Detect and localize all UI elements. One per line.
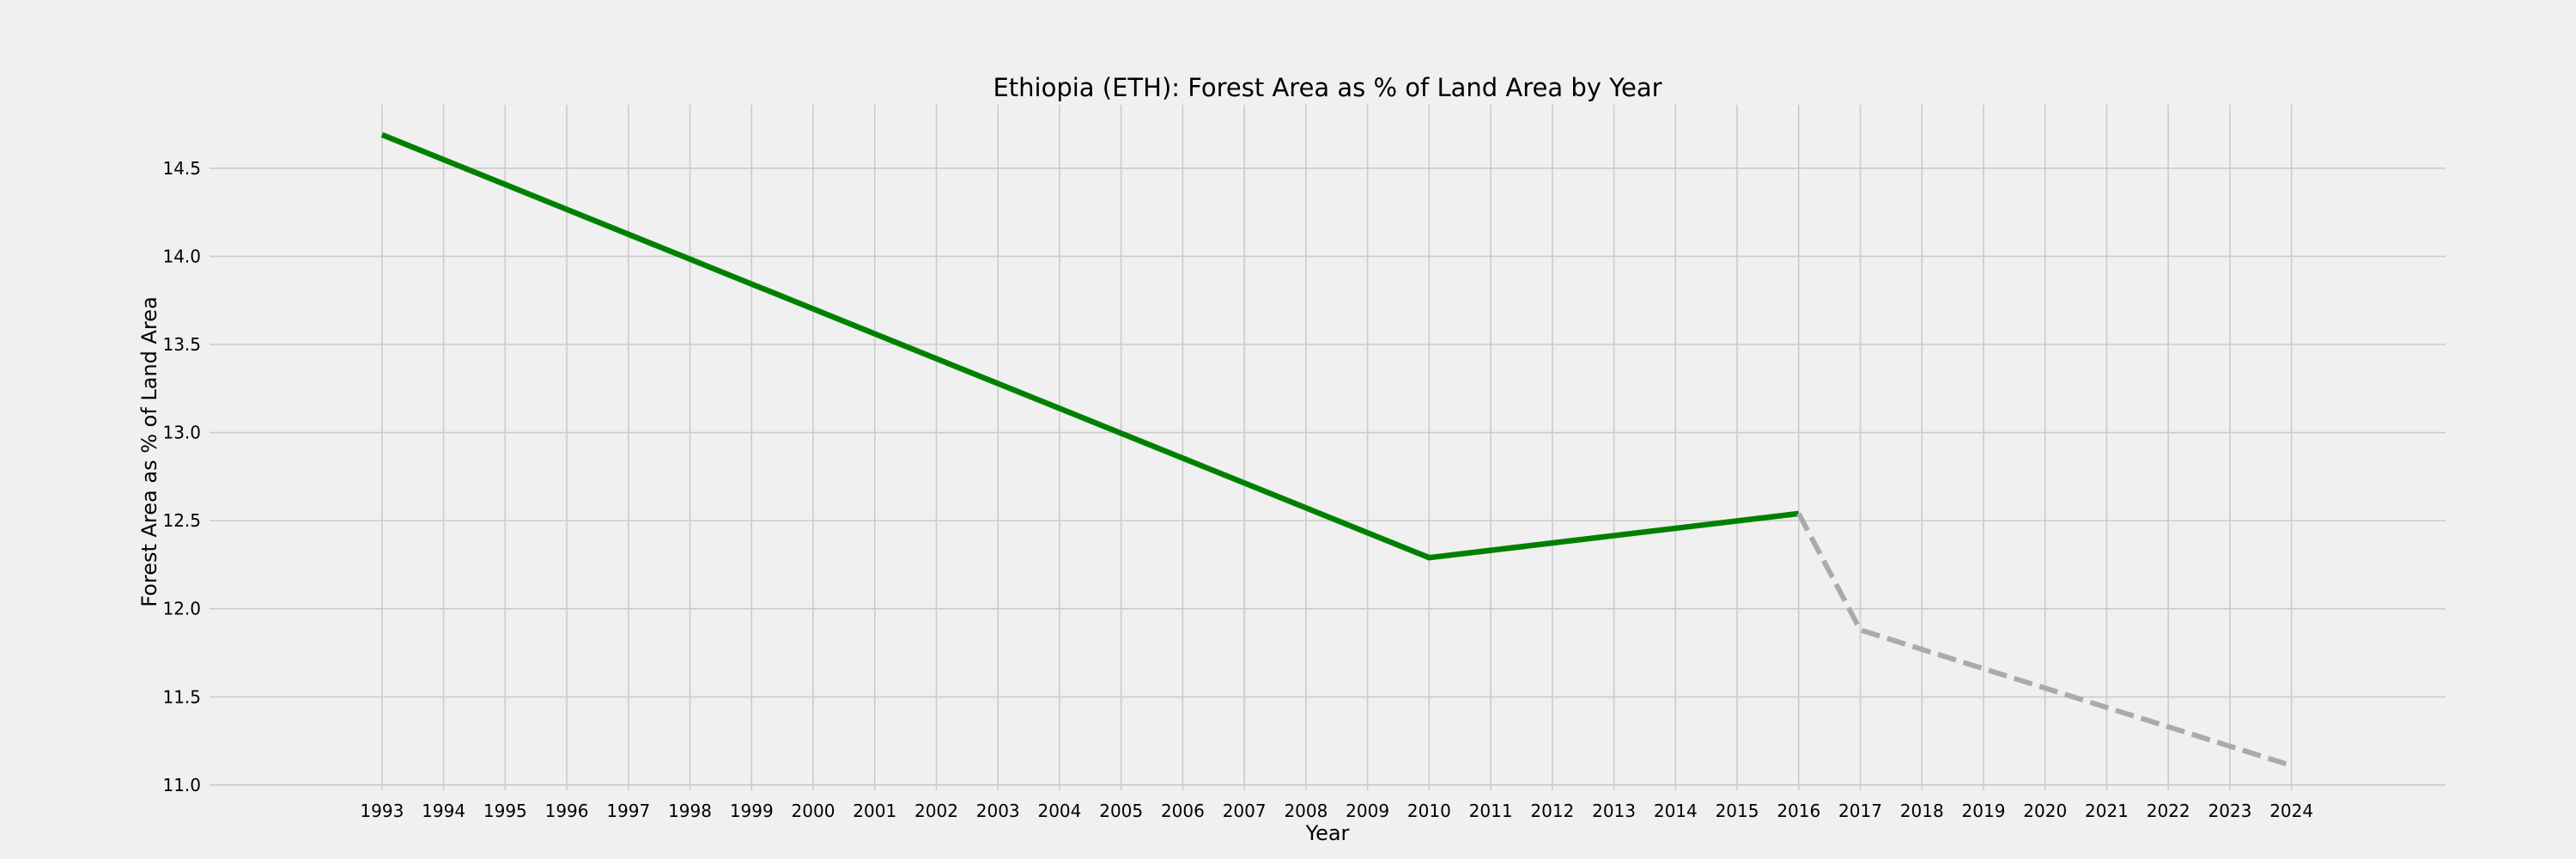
- x-tick-label: 2007: [1223, 801, 1267, 821]
- x-tick-label: 2016: [1777, 801, 1820, 821]
- y-tick-label: 13.5: [162, 334, 201, 355]
- y-tick-label: 12.0: [162, 599, 201, 619]
- x-tick-label: 2024: [2269, 801, 2313, 821]
- y-tick-label: 14.0: [162, 246, 201, 266]
- x-tick-label: 2004: [1037, 801, 1081, 821]
- x-tick-label: 2023: [2208, 801, 2251, 821]
- y-tick-label: 11.0: [162, 775, 201, 795]
- y-tick-label: 13.0: [162, 423, 201, 443]
- x-tick-label: 2000: [792, 801, 835, 821]
- x-tick-label: 2002: [914, 801, 958, 821]
- x-tick-label: 2001: [853, 801, 896, 821]
- historical-series-line: [380, 131, 1800, 561]
- x-axis-title: Year: [1305, 821, 1350, 845]
- x-tick-label: 2010: [1407, 801, 1451, 821]
- x-axis-ticks: 1993 1994 1995 1996 1997 1998 1999 2000 2001 2002…: [360, 801, 2313, 821]
- x-tick-label: 1996: [545, 801, 589, 821]
- x-tick-label: 2011: [1469, 801, 1513, 821]
- x-tick-label: 2008: [1284, 801, 1327, 821]
- x-tick-label: 2014: [1654, 801, 1698, 821]
- x-tick-label: 1995: [483, 801, 527, 821]
- x-tick-label: 2020: [2023, 801, 2067, 821]
- grid: [210, 105, 2445, 790]
- x-tick-label: 1994: [422, 801, 465, 821]
- series-layer: [380, 131, 2293, 769]
- y-axis-title: Forest Area as % of Land Area: [137, 296, 161, 607]
- projected-series-line: [1796, 512, 2293, 769]
- x-tick-label: 1998: [668, 801, 712, 821]
- x-tick-label: 2022: [2147, 801, 2190, 821]
- x-tick-label: 2003: [976, 801, 1020, 821]
- y-tick-label: 12.5: [162, 510, 201, 531]
- x-tick-label: 2013: [1592, 801, 1636, 821]
- x-tick-label: 2005: [1099, 801, 1143, 821]
- y-axis-ticks: 11.0 11.5 12.0 12.5 13.0 13.5 14.0 14.5: [162, 158, 201, 795]
- x-tick-label: 1993: [360, 801, 404, 821]
- x-tick-label: 1997: [606, 801, 650, 821]
- x-tick-label: 2021: [2085, 801, 2129, 821]
- chart-title: Ethiopia (ETH): Forest Area as % of Land…: [993, 73, 1662, 102]
- x-tick-label: 1999: [730, 801, 774, 821]
- x-tick-label: 2018: [1900, 801, 1944, 821]
- x-tick-label: 2012: [1530, 801, 1574, 821]
- x-tick-label: 2017: [1838, 801, 1882, 821]
- x-tick-label: 2006: [1161, 801, 1205, 821]
- x-tick-label: 2019: [1962, 801, 2006, 821]
- y-tick-label: 14.5: [162, 158, 201, 179]
- x-tick-label: 2009: [1346, 801, 1389, 821]
- y-tick-label: 11.5: [162, 686, 201, 707]
- x-tick-label: 2015: [1716, 801, 1759, 821]
